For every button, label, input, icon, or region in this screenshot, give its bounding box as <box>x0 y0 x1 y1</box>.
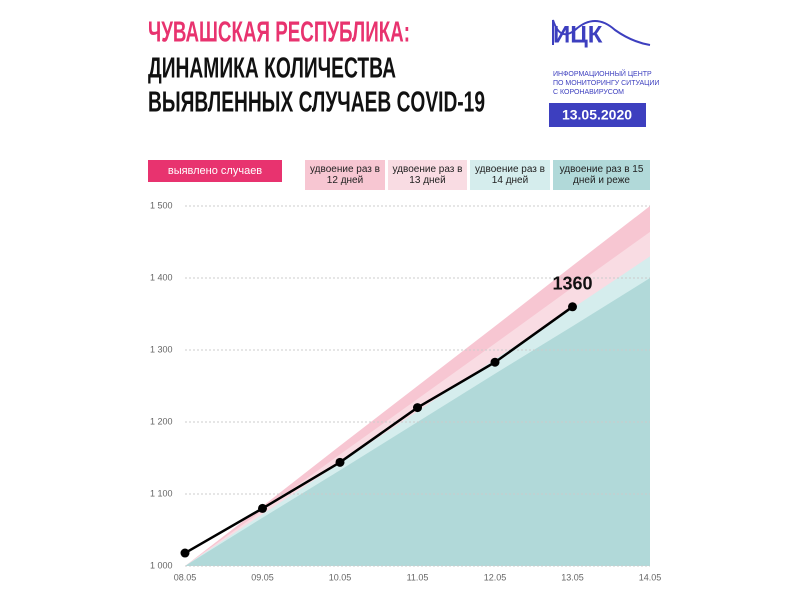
chart-subtitle: ДИНАМИКА КОЛИЧЕСТВА <box>148 53 396 85</box>
y-tick-label: 1 300 <box>150 344 173 354</box>
y-tick-label: 1 200 <box>150 416 173 426</box>
point <box>568 302 577 312</box>
x-tick-label: 08.05 <box>174 572 197 582</box>
legend-item: удвоение раз в 14 дней <box>470 160 550 190</box>
legend-item: удвоение раз в 15 дней и реже <box>553 160 650 190</box>
x-tick-label: 12.05 <box>484 572 507 582</box>
date: 13.05.2020 <box>562 107 632 123</box>
logo-line: ПО МОНИТОРИНГУ СИТУАЦИИ <box>553 80 659 87</box>
logo-line: ИНФОРМАЦИОННЫЙ ЦЕНТР <box>553 69 652 78</box>
logo-line: С КОРОНАВИРУСОМ <box>553 89 624 96</box>
logo: ИЦК <box>553 21 603 48</box>
point <box>413 403 422 413</box>
x-tick-label: 11.05 <box>407 572 429 582</box>
y-tick-label: 1 500 <box>150 200 173 210</box>
x-tick-label: 13.05 <box>561 572 584 582</box>
logo-curve <box>552 19 651 46</box>
legend-item: удвоение раз в 13 дней <box>388 160 467 190</box>
data-label: 1360 <box>552 274 592 294</box>
chart-subtitle: ВЫЯВЛЕННЫХ СЛУЧАЕВ COVID-19 <box>148 87 485 119</box>
chart-title: ЧУВАШСКАЯ РЕСПУБЛИКА: <box>148 17 410 49</box>
point <box>180 548 190 558</box>
series-line <box>184 305 574 555</box>
x-tick-label: 10.05 <box>329 572 352 582</box>
x-tick-label: 09.05 <box>251 572 274 582</box>
legend-item: выявлено случаев <box>148 160 282 182</box>
legend-item: удвоение раз в 12 дней <box>305 160 385 190</box>
y-tick-label: 1 400 <box>150 272 173 282</box>
point <box>258 503 267 513</box>
x-tick-label: 14.05 <box>639 572 662 582</box>
y-tick-label: 1 000 <box>150 560 173 570</box>
y-tick-label: 1 100 <box>150 488 173 498</box>
point <box>335 457 345 467</box>
date-box <box>549 103 646 127</box>
point <box>490 357 500 367</box>
